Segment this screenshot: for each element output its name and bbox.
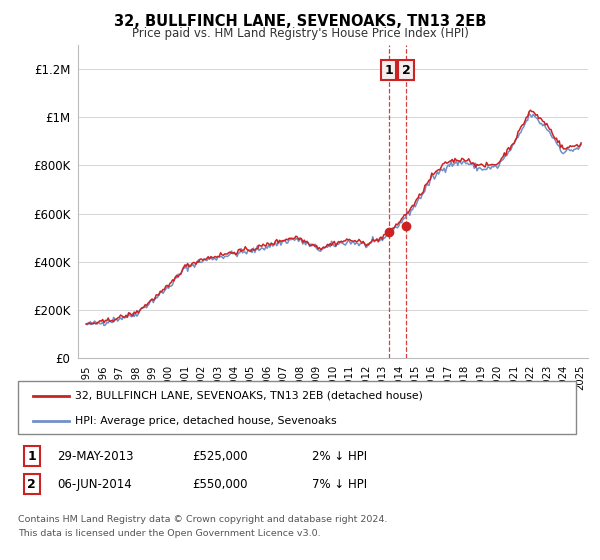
Text: Price paid vs. HM Land Registry's House Price Index (HPI): Price paid vs. HM Land Registry's House … [131, 27, 469, 40]
Text: 32, BULLFINCH LANE, SEVENOAKS, TN13 2EB (detached house): 32, BULLFINCH LANE, SEVENOAKS, TN13 2EB … [75, 391, 423, 401]
Text: £525,000: £525,000 [192, 450, 248, 463]
Text: 2: 2 [28, 478, 36, 491]
Text: 1: 1 [384, 64, 393, 77]
Text: Contains HM Land Registry data © Crown copyright and database right 2024.: Contains HM Land Registry data © Crown c… [18, 515, 388, 524]
Text: £550,000: £550,000 [192, 478, 248, 491]
Text: 06-JUN-2014: 06-JUN-2014 [57, 478, 132, 491]
Text: 32, BULLFINCH LANE, SEVENOAKS, TN13 2EB: 32, BULLFINCH LANE, SEVENOAKS, TN13 2EB [114, 14, 486, 29]
Text: 2% ↓ HPI: 2% ↓ HPI [312, 450, 367, 463]
Text: 2: 2 [402, 64, 410, 77]
Text: 29-MAY-2013: 29-MAY-2013 [57, 450, 133, 463]
Text: This data is licensed under the Open Government Licence v3.0.: This data is licensed under the Open Gov… [18, 529, 320, 538]
Text: 1: 1 [28, 450, 36, 463]
Text: 7% ↓ HPI: 7% ↓ HPI [312, 478, 367, 491]
Text: HPI: Average price, detached house, Sevenoaks: HPI: Average price, detached house, Seve… [75, 416, 337, 426]
